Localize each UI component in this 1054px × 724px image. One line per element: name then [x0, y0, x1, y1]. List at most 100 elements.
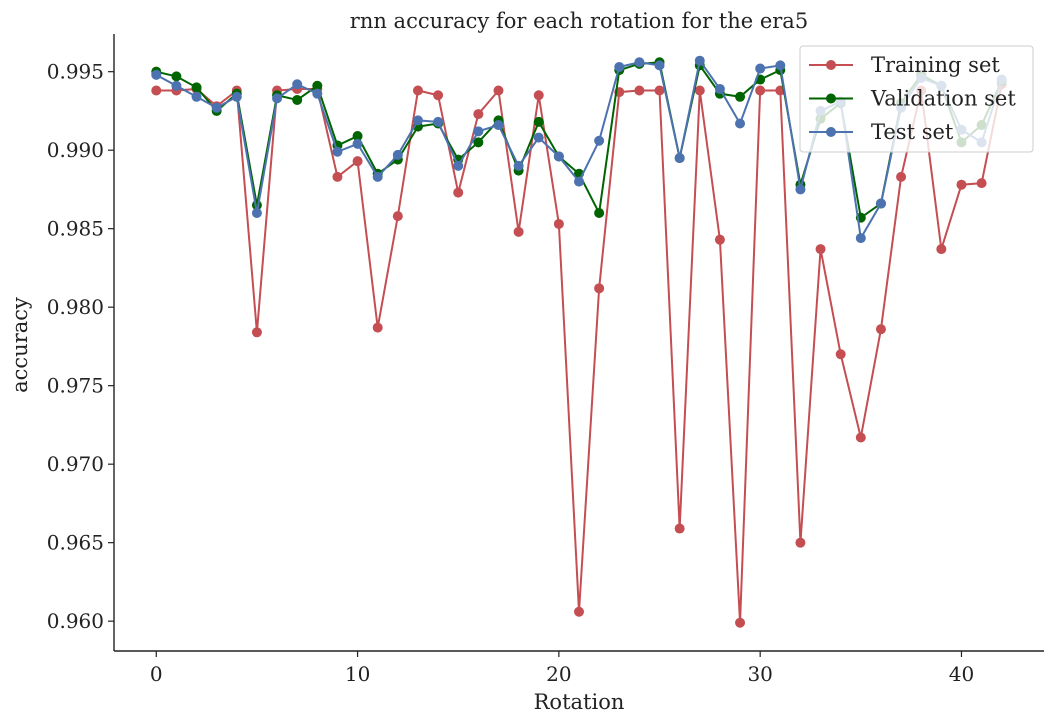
data-point: [151, 85, 162, 96]
data-point: [312, 80, 323, 91]
axes: [113, 34, 1044, 652]
data-point: [735, 617, 746, 628]
data-point: [553, 151, 564, 162]
data-point: [855, 432, 866, 443]
data-point: [191, 91, 202, 102]
data-point: [533, 116, 544, 127]
data-point: [513, 160, 524, 171]
data-point: [654, 85, 665, 96]
data-point: [372, 322, 383, 333]
y-axis-label: accuracy: [8, 297, 32, 393]
data-point: [936, 244, 947, 255]
y-tick-label: 0.975: [47, 374, 104, 398]
data-point: [191, 82, 202, 93]
data-point: [594, 135, 605, 146]
data-point: [251, 207, 262, 218]
data-point: [875, 198, 886, 209]
data-point: [634, 85, 645, 96]
legend-item: Test set: [809, 120, 954, 144]
data-point: [453, 160, 464, 171]
data-point: [896, 171, 907, 182]
y-tick-label: 0.990: [47, 138, 104, 162]
data-point: [875, 324, 886, 335]
data-point: [755, 63, 766, 74]
data-point: [292, 94, 303, 105]
data-point: [714, 234, 725, 245]
data-point: [956, 179, 967, 190]
data-point: [694, 55, 705, 66]
data-point: [211, 102, 222, 113]
data-point: [272, 93, 283, 104]
data-point: [171, 80, 182, 91]
x-tick-label: 40: [949, 662, 974, 686]
data-point: [835, 349, 846, 360]
data-point: [795, 537, 806, 548]
data-point: [815, 244, 826, 255]
data-point: [453, 187, 464, 198]
data-point: [473, 109, 484, 120]
legend-swatch-marker: [826, 127, 836, 137]
y-tick-label: 0.980: [47, 295, 104, 319]
legend-label: Test set: [871, 120, 954, 144]
data-point: [352, 138, 363, 149]
y-tick-label: 0.985: [47, 217, 104, 241]
y-tick-label: 0.965: [47, 531, 104, 555]
legend-label: Training set: [871, 53, 1000, 77]
data-point: [392, 211, 403, 222]
data-point: [493, 85, 504, 96]
x-tick-label: 0: [150, 662, 163, 686]
y-tick-label: 0.970: [47, 452, 104, 476]
legend-item: Training set: [809, 53, 1000, 77]
data-point: [755, 85, 766, 96]
data-point: [976, 178, 987, 189]
data-point: [614, 61, 625, 72]
chart-title: rnn accuracy for each rotation for the e…: [350, 9, 808, 33]
data-point: [594, 207, 605, 218]
data-point: [251, 327, 262, 338]
data-point: [735, 91, 746, 102]
data-point: [352, 131, 363, 142]
x-axis-label: Rotation: [534, 690, 625, 714]
data-point: [332, 146, 343, 157]
data-point: [634, 57, 645, 68]
legend-label: Validation set: [870, 87, 1016, 111]
y-tick-label: 0.960: [47, 609, 104, 633]
data-point: [574, 606, 584, 617]
data-point: [553, 218, 564, 229]
data-point: [533, 90, 544, 101]
series-training-set: [151, 79, 1007, 628]
data-point: [473, 137, 484, 148]
data-point: [654, 60, 665, 71]
legend-swatch-marker: [826, 93, 836, 104]
data-point: [433, 90, 444, 101]
series-line: [156, 84, 1003, 623]
x-tick-label: 20: [546, 662, 571, 686]
data-point: [171, 71, 182, 82]
data-point: [513, 226, 524, 237]
data-point: [151, 69, 162, 80]
data-point: [795, 184, 806, 195]
y-ticks: 0.960 0.965 0.970 0.975 0.980 0.985 0.990 0.995: [47, 60, 114, 633]
data-point: [231, 91, 242, 102]
y-tick-label: 0.995: [47, 60, 104, 84]
x-ticks: 0 10 20 30 40: [150, 651, 974, 686]
data-point: [392, 149, 403, 160]
data-point: [352, 156, 363, 167]
data-point: [292, 79, 303, 90]
data-point: [594, 283, 605, 294]
x-tick-label: 10: [345, 662, 370, 686]
data-point: [714, 83, 725, 94]
legend: Training set Validation set Test set: [799, 45, 1034, 153]
x-tick-label: 30: [747, 662, 772, 686]
data-point: [332, 171, 343, 182]
data-point: [855, 233, 866, 244]
data-point: [775, 60, 786, 71]
data-point: [533, 132, 544, 143]
data-point: [674, 153, 685, 164]
data-point: [574, 176, 584, 187]
legend-box: [799, 45, 1034, 153]
legend-swatch-marker: [826, 60, 836, 70]
data-point: [412, 85, 423, 96]
data-point: [493, 120, 504, 131]
